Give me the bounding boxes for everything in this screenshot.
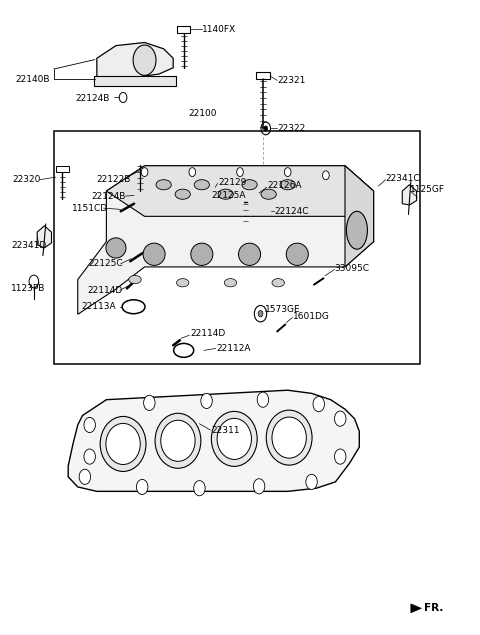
Ellipse shape: [155, 413, 201, 468]
Text: 22321: 22321: [277, 76, 306, 85]
Circle shape: [257, 392, 269, 407]
Polygon shape: [411, 604, 421, 613]
Ellipse shape: [100, 417, 146, 471]
Ellipse shape: [194, 180, 209, 190]
Circle shape: [136, 479, 148, 495]
Circle shape: [253, 479, 265, 494]
Text: 22140B: 22140B: [16, 75, 50, 84]
Polygon shape: [402, 185, 417, 205]
Ellipse shape: [211, 411, 257, 466]
Text: 1140FX: 1140FX: [202, 25, 236, 34]
Ellipse shape: [280, 180, 295, 190]
Circle shape: [284, 168, 291, 177]
Text: 22129: 22129: [218, 178, 247, 187]
Polygon shape: [78, 166, 373, 314]
Text: 1123PB: 1123PB: [11, 284, 45, 293]
Text: 22124B: 22124B: [91, 192, 125, 201]
Text: 1151CD: 1151CD: [72, 204, 108, 213]
Circle shape: [84, 449, 96, 464]
Text: 22114D: 22114D: [191, 330, 226, 338]
Text: 22112A: 22112A: [216, 344, 251, 353]
Polygon shape: [68, 390, 360, 491]
Circle shape: [335, 411, 346, 426]
Ellipse shape: [161, 420, 195, 462]
Circle shape: [133, 45, 156, 76]
Text: FR.: FR.: [424, 603, 443, 613]
Polygon shape: [97, 43, 173, 81]
FancyBboxPatch shape: [256, 72, 270, 79]
Text: 22126A: 22126A: [268, 182, 302, 190]
Ellipse shape: [224, 279, 237, 287]
Text: 22341D: 22341D: [11, 241, 46, 250]
Polygon shape: [107, 166, 373, 217]
Circle shape: [141, 168, 148, 177]
Ellipse shape: [175, 189, 191, 199]
Circle shape: [306, 474, 317, 490]
Text: 22341C: 22341C: [385, 174, 420, 183]
Circle shape: [313, 396, 324, 411]
Text: 1573GE: 1573GE: [265, 305, 300, 314]
Ellipse shape: [347, 211, 367, 249]
Text: 22311: 22311: [211, 425, 240, 434]
Ellipse shape: [272, 417, 306, 458]
Circle shape: [237, 168, 243, 177]
Ellipse shape: [218, 189, 233, 199]
Text: 1601DG: 1601DG: [293, 312, 330, 321]
Ellipse shape: [177, 279, 189, 287]
Text: 22125A: 22125A: [211, 191, 246, 200]
Ellipse shape: [191, 243, 213, 265]
Ellipse shape: [242, 180, 257, 190]
Circle shape: [84, 417, 96, 432]
Ellipse shape: [106, 424, 140, 464]
Text: 22125C: 22125C: [88, 259, 123, 268]
Text: 22124C: 22124C: [275, 207, 309, 216]
Ellipse shape: [272, 279, 284, 287]
Text: 22322: 22322: [277, 124, 305, 133]
FancyBboxPatch shape: [54, 131, 420, 364]
Text: 22122B: 22122B: [97, 175, 131, 184]
Text: 22320: 22320: [12, 175, 40, 184]
Ellipse shape: [217, 418, 252, 460]
Ellipse shape: [286, 243, 308, 265]
Circle shape: [201, 393, 212, 408]
Ellipse shape: [106, 238, 126, 258]
Circle shape: [335, 449, 346, 464]
Ellipse shape: [239, 243, 261, 265]
Circle shape: [194, 481, 205, 496]
Text: 22114D: 22114D: [87, 286, 122, 295]
Ellipse shape: [129, 276, 141, 284]
Text: 33095C: 33095C: [335, 264, 370, 272]
Ellipse shape: [156, 180, 171, 190]
Ellipse shape: [143, 243, 165, 265]
Circle shape: [264, 126, 268, 131]
Text: 22124B: 22124B: [75, 93, 110, 103]
Circle shape: [144, 395, 155, 410]
Circle shape: [323, 171, 329, 180]
FancyBboxPatch shape: [56, 166, 69, 172]
Polygon shape: [37, 226, 51, 248]
Circle shape: [189, 168, 196, 177]
Text: 22100: 22100: [189, 109, 217, 117]
Ellipse shape: [261, 189, 276, 199]
FancyBboxPatch shape: [177, 26, 191, 33]
Polygon shape: [345, 166, 373, 267]
Text: 1125GF: 1125GF: [410, 185, 445, 194]
Circle shape: [79, 469, 91, 485]
Text: 22113A: 22113A: [82, 302, 116, 311]
Circle shape: [258, 311, 263, 317]
FancyBboxPatch shape: [95, 76, 176, 86]
Ellipse shape: [266, 410, 312, 465]
